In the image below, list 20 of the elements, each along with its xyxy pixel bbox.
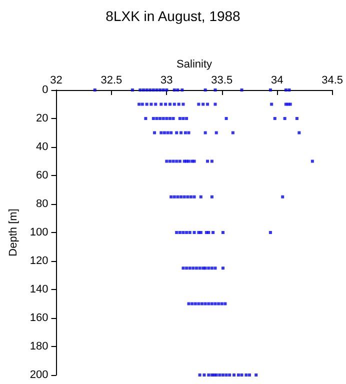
y-axis-title: Depth [m] <box>8 208 20 256</box>
y-tick-label: 180 <box>30 340 48 352</box>
y-tick-label: 80 <box>36 198 48 210</box>
y-tick-label: 140 <box>30 284 48 296</box>
y-tick-label: 40 <box>36 141 48 153</box>
y-tick-label: 0 <box>42 84 48 96</box>
x-tick-label: 32.5 <box>100 74 122 86</box>
y-tick-label: 160 <box>30 312 48 324</box>
x-tick-label: 34 <box>270 74 284 86</box>
chart-title: 8LXK in August, 1988 <box>106 8 241 24</box>
y-tick-label: 120 <box>30 255 48 267</box>
x-tick-label: 34.5 <box>322 74 344 86</box>
x-tick-label: 33 <box>160 74 173 86</box>
x-tick-label: 33.5 <box>211 74 233 86</box>
y-tick-label: 100 <box>30 226 48 238</box>
x-axis-title: Salinity <box>176 58 212 71</box>
y-tick-label: 200 <box>30 369 48 381</box>
x-tick-label: 32 <box>50 74 62 86</box>
y-tick-label: 20 <box>36 112 48 124</box>
y-tick-label: 60 <box>36 170 48 182</box>
